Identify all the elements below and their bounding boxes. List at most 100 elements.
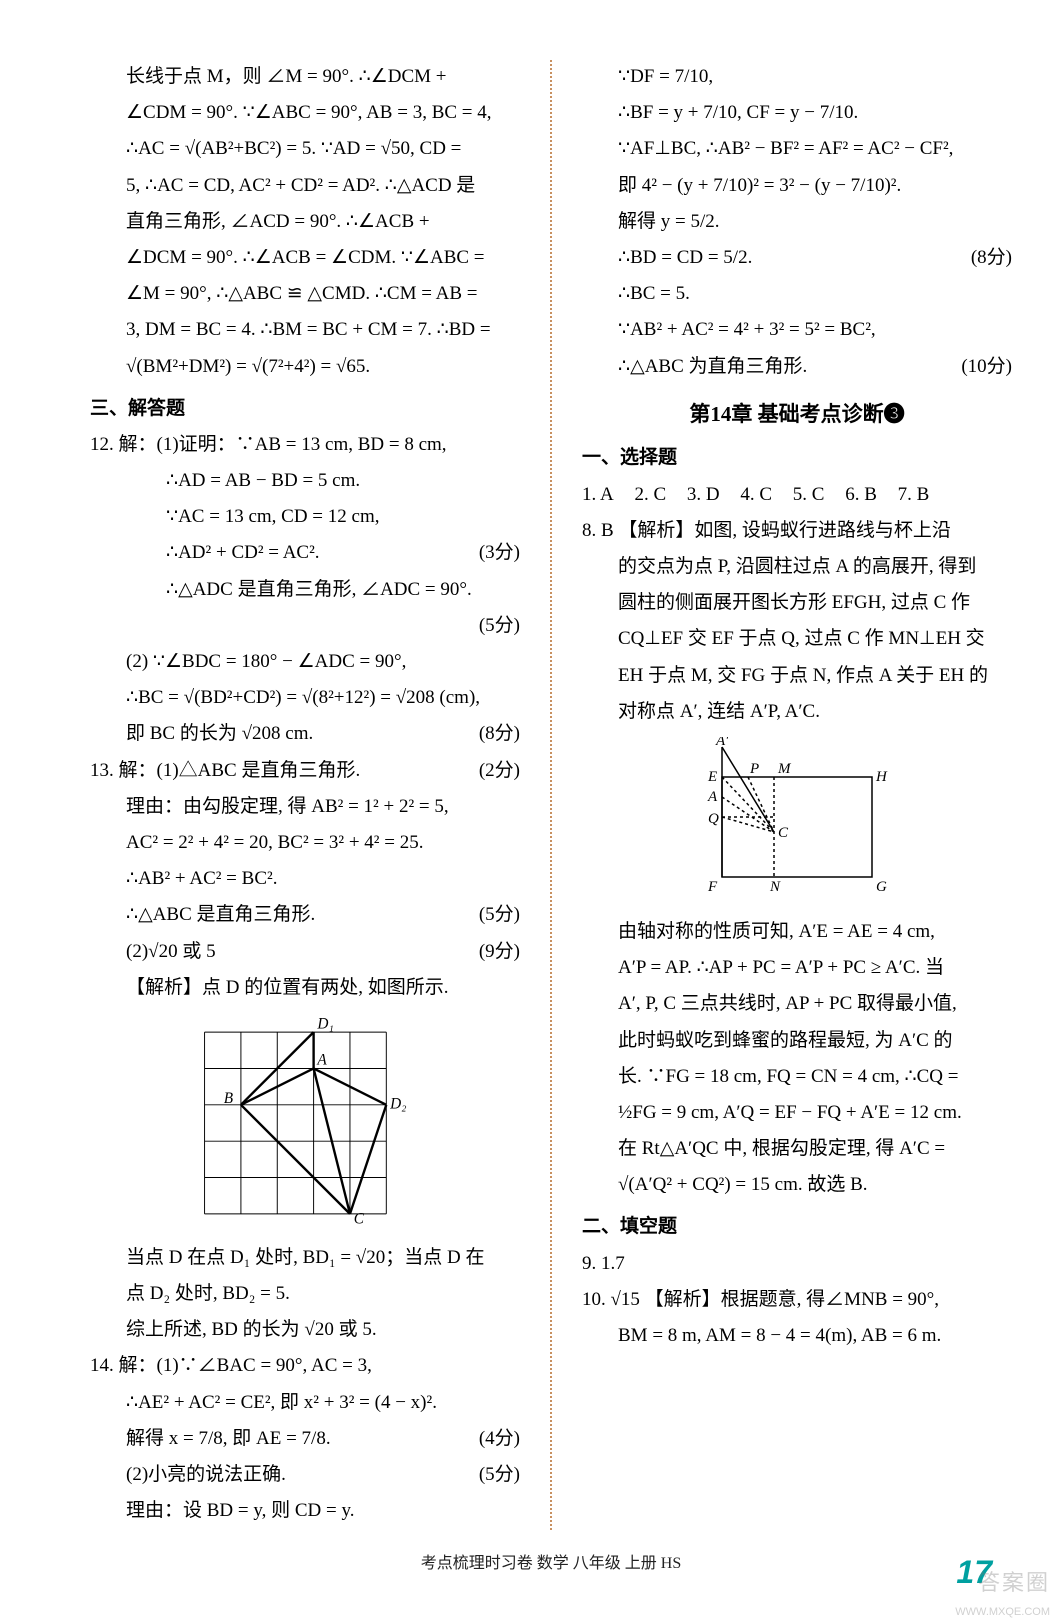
score-badge: (8分): [971, 241, 1012, 275]
problem-10-head: 10. √15 【解析】根据题意, 得∠MNB = 90°,: [582, 1283, 1012, 1317]
score-badge: (4分): [479, 1422, 520, 1456]
point-label: P: [749, 761, 759, 777]
text-line: ∴BD = CD = 5/2. (8分): [582, 241, 1012, 275]
text-line: 即 BC 的长为 √208 cm. (8分): [90, 717, 520, 751]
point-label: N: [769, 879, 781, 895]
text-line: 解得 y = 5/2.: [582, 205, 1012, 239]
text-line: ∵AF⊥BC, ∴AB² − BF² = AF² = AC² − CF²,: [582, 132, 1012, 166]
point-label: F: [707, 879, 718, 895]
text-line: (2) ∵∠BDC = 180° − ∠ADC = 90°,: [90, 645, 520, 679]
text: ∴△ABC 为直角三角形.: [618, 356, 807, 377]
text-line: A′, P, C 三点共线时, AP + PC 取得最小值,: [582, 987, 1012, 1021]
text-line: 圆柱的侧面展开图长方形 EFGH, 过点 C 作: [582, 586, 1012, 620]
text-line: 解得 x = 7/8, 即 AE = 7/8. (4分): [90, 1422, 520, 1456]
text-line: 3, DM = BC = 4. ∴BM = BC + CM = 7. ∴BD =: [90, 313, 520, 347]
text-line: ∴AE² + AC² = CE², 即 x² + 3² = (4 − x)².: [90, 1386, 520, 1420]
column-divider: [550, 60, 552, 1530]
problem-12-head: 12. 解：(1)证明：∵AB = 13 cm, BD = 8 cm,: [90, 428, 520, 462]
watermark-text: 答案圈: [978, 1563, 1050, 1603]
footer-text: 考点梳理时习卷 数学 八年级 上册 HS: [90, 1550, 1012, 1579]
text-line: CQ⊥EF 交 EF 于点 Q, 过点 C 作 MN⊥EH 交: [582, 622, 1012, 656]
text-line: ∠M = 90°, ∴△ABC ≌ △CMD. ∴CM = AB =: [90, 277, 520, 311]
text-line: 长. ∵FG = 18 cm, FQ = CN = 4 cm, ∴CQ =: [582, 1060, 1012, 1094]
point-label: C: [354, 1210, 365, 1227]
text: (2)小亮的说法正确.: [126, 1464, 286, 1485]
text-line: ∴AC = √(AB²+BC²) = 5. ∵AD = √50, CD =: [90, 132, 520, 166]
text-line: ∴△ABC 为直角三角形. (10分): [582, 350, 1012, 384]
text-line: (5分): [90, 609, 520, 643]
text-line: 综上所述, BD 的长为 √20 或 5.: [90, 1313, 520, 1347]
text-line: ∴AD² + CD² = AC². (3分): [90, 536, 520, 570]
text-line: ∴BF = y + 7/10, CF = y − 7/10.: [582, 96, 1012, 130]
point-label: M: [777, 761, 792, 777]
grid-diagram: A B C D₁ D₂: [195, 1013, 415, 1233]
point-label: A: [707, 789, 718, 805]
text-line: AC² = 2² + 4² = 20, BC² = 3² + 4² = 25.: [90, 826, 520, 860]
mc-answer: 6. B: [845, 478, 877, 512]
mc-answer: 5. C: [793, 478, 825, 512]
point-label: E: [707, 769, 717, 785]
text-line: ∴△ABC 是直角三角形. (5分): [90, 898, 520, 932]
point-label: G: [876, 879, 887, 895]
text-line: 直角三角形, ∠ACD = 90°. ∴∠ACB +: [90, 205, 520, 239]
problem-9: 9. 1.7: [582, 1247, 1012, 1281]
text: ∴△ABC 是直角三角形.: [126, 904, 315, 925]
section-heading: 三、解答题: [90, 392, 520, 426]
section-heading: 二、填空题: [582, 1210, 1012, 1244]
text-line: √(BM²+DM²) = √(7²+4²) = √65.: [90, 350, 520, 384]
mc-answer: 2. C: [634, 478, 666, 512]
mc-answer: 4. C: [740, 478, 772, 512]
score-badge: (2分): [479, 754, 520, 788]
point-label: C: [778, 825, 789, 841]
problem-14-head: 14. 解：(1)∵∠BAC = 90°, AC = 3,: [90, 1349, 520, 1383]
text: 解得 x = 7/8, 即 AE = 7/8.: [126, 1428, 331, 1449]
text-line: A′P = AP. ∴AP + PC = A′P + PC ≥ A′C. 当: [582, 951, 1012, 985]
text-line: √(A′Q² + CQ²) = 15 cm. 故选 B.: [582, 1168, 1012, 1202]
section-heading: 一、选择题: [582, 441, 1012, 475]
text-line: EH 于点 M, 交 FG 于点 N, 作点 A 关于 EH 的: [582, 659, 1012, 693]
text-line: ∠DCM = 90°. ∴∠ACB = ∠CDM. ∵∠ABC =: [90, 241, 520, 275]
page-footer: 考点梳理时习卷 数学 八年级 上册 HS 17: [90, 1550, 1012, 1590]
problem-8-head: 8. B 【解析】如图, 设蚂蚁行进路线与杯上沿: [582, 514, 1012, 548]
text: ∴BD = CD = 5/2.: [618, 247, 752, 268]
problem-13-head: 13. 解：(1)△ABC 是直角三角形. (2分): [90, 754, 520, 788]
right-column: ∵DF = 7/10, ∴BF = y + 7/10, CF = y − 7/1…: [582, 60, 1012, 1530]
text-line: 理由：设 BD = y, 则 CD = y.: [90, 1494, 520, 1528]
score-badge: (5分): [479, 1458, 520, 1492]
text-line: ∵AB² + AC² = 4² + 3² = 5² = BC²,: [582, 313, 1012, 347]
score-badge: (8分): [479, 717, 520, 751]
text-line: 长线于点 M，则 ∠M = 90°. ∴∠DCM +: [90, 60, 520, 94]
text-line: 当点 D 在点 D₁ 处时, BD₁ = √20；当点 D 在: [90, 1241, 520, 1275]
text-line: (2)√20 或 5 (9分): [90, 935, 520, 969]
text-line: ∠CDM = 90°. ∵∠ABC = 90°, AB = 3, BC = 4,: [90, 96, 520, 130]
score-badge: (10分): [961, 350, 1012, 384]
text-line: ∴BC = √(BD²+CD²) = √(8²+12²) = √208 (cm)…: [90, 681, 520, 715]
text-line: 的交点为点 P, 沿圆柱过点 A 的高展开, 得到: [582, 550, 1012, 584]
text-line: 在 Rt△A′QC 中, 根据勾股定理, 得 A′C =: [582, 1132, 1012, 1166]
text-line: ∴AB² + AC² = BC².: [90, 862, 520, 896]
score-badge: (5分): [479, 898, 520, 932]
text-line: ∴BC = 5.: [582, 277, 1012, 311]
analysis-label: 【解析】点 D 的位置有两处, 如图所示.: [90, 971, 520, 1005]
point-label: A′: [715, 737, 729, 749]
left-column: 长线于点 M，则 ∠M = 90°. ∴∠DCM + ∠CDM = 90°. ∵…: [90, 60, 520, 1530]
text-line: ∴△ADC 是直角三角形, ∠ADC = 90°.: [90, 573, 520, 607]
text-line: ∴AD = AB − BD = 5 cm.: [90, 464, 520, 498]
chapter-title: 第14章 基础考点诊断❸: [582, 396, 1012, 434]
text-line: ∵DF = 7/10,: [582, 60, 1012, 94]
text-line: ½FG = 9 cm, A′Q = EF − FQ + A′E = 12 cm.: [582, 1096, 1012, 1130]
point-label: H: [875, 769, 888, 785]
score-badge: (3分): [479, 536, 520, 570]
text-line: (2)小亮的说法正确. (5分): [90, 1458, 520, 1492]
text: ∴AD² + CD² = AC².: [166, 542, 320, 563]
text-line: 由轴对称的性质可知, A′E = AE = 4 cm,: [582, 915, 1012, 949]
score-badge: (5分): [479, 615, 520, 636]
text-line: 点 D₂ 处时, BD₂ = 5.: [90, 1277, 520, 1311]
score-badge: (9分): [479, 935, 520, 969]
text-line: 5, ∴AC = CD, AC² + CD² = AD². ∴△ACD 是: [90, 169, 520, 203]
point-label: Q: [708, 811, 719, 827]
mc-answers-row: 1. A 2. C 3. D 4. C 5. C 6. B 7. B: [582, 478, 1012, 512]
text-line: 即 4² − (y + 7/10)² = 3² − (y − 7/10)².: [582, 169, 1012, 203]
mc-answer: 7. B: [898, 478, 930, 512]
mc-answer: 1. A: [582, 478, 614, 512]
